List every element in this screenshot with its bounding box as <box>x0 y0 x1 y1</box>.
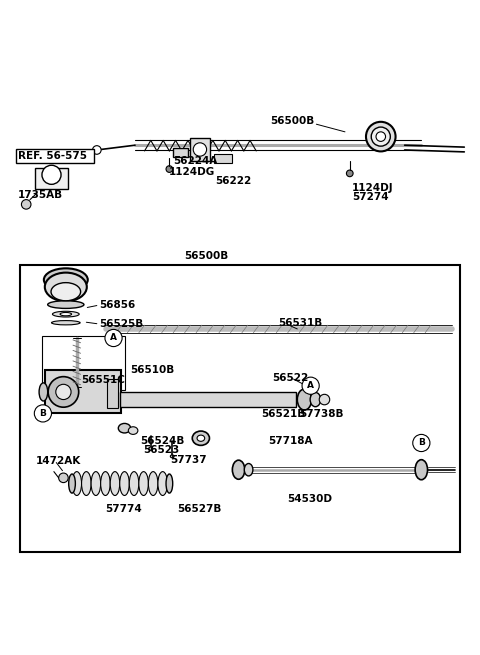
Ellipse shape <box>149 447 153 451</box>
Ellipse shape <box>120 472 129 495</box>
Ellipse shape <box>170 455 174 458</box>
Ellipse shape <box>297 389 312 410</box>
Ellipse shape <box>48 301 84 309</box>
Text: 56522: 56522 <box>273 373 309 383</box>
Circle shape <box>319 394 330 405</box>
Ellipse shape <box>232 460 245 479</box>
Text: REF. 56-575: REF. 56-575 <box>18 151 87 161</box>
Bar <box>16 149 95 163</box>
Ellipse shape <box>166 474 173 493</box>
Text: A: A <box>307 381 314 390</box>
Ellipse shape <box>91 472 101 495</box>
Bar <box>21 265 459 552</box>
Text: 57274: 57274 <box>352 192 389 202</box>
Ellipse shape <box>415 460 428 479</box>
Text: 1472AK: 1472AK <box>36 456 81 466</box>
Text: 54530D: 54530D <box>287 495 332 504</box>
Text: 57737: 57737 <box>170 455 207 465</box>
Circle shape <box>34 405 51 422</box>
Ellipse shape <box>52 311 79 317</box>
Bar <box>35 168 68 189</box>
Ellipse shape <box>69 474 75 493</box>
Text: 57738B: 57738B <box>300 409 344 419</box>
Text: 56224A: 56224A <box>173 157 217 166</box>
Text: 56524B: 56524B <box>140 436 184 445</box>
Bar <box>120 392 296 407</box>
Bar <box>45 371 120 413</box>
Ellipse shape <box>39 383 48 401</box>
Text: A: A <box>110 333 117 343</box>
Circle shape <box>166 166 173 172</box>
Ellipse shape <box>366 122 396 151</box>
Ellipse shape <box>197 435 204 441</box>
Text: 57718A: 57718A <box>269 436 313 445</box>
Ellipse shape <box>129 472 139 495</box>
Ellipse shape <box>376 132 385 141</box>
Circle shape <box>42 165 61 184</box>
Bar <box>42 335 125 390</box>
Ellipse shape <box>244 464 253 476</box>
Ellipse shape <box>371 127 390 146</box>
Text: 56523: 56523 <box>144 445 180 455</box>
Bar <box>190 138 210 161</box>
Text: 56521B: 56521B <box>262 409 306 419</box>
Circle shape <box>193 143 206 156</box>
Ellipse shape <box>82 472 91 495</box>
Circle shape <box>48 377 79 407</box>
Circle shape <box>347 170 353 177</box>
Text: B: B <box>39 409 47 418</box>
Ellipse shape <box>101 472 110 495</box>
Text: 1735AB: 1735AB <box>18 190 63 200</box>
Bar <box>214 155 232 163</box>
Ellipse shape <box>72 472 82 495</box>
Ellipse shape <box>51 283 81 301</box>
Text: 56531B: 56531B <box>278 318 323 328</box>
Ellipse shape <box>139 472 148 495</box>
Ellipse shape <box>45 272 87 301</box>
Circle shape <box>105 329 122 346</box>
Ellipse shape <box>60 312 72 316</box>
Ellipse shape <box>118 423 131 433</box>
Bar <box>173 148 188 157</box>
Ellipse shape <box>310 392 321 407</box>
Text: 56222: 56222 <box>215 176 252 185</box>
Circle shape <box>56 384 71 400</box>
Bar <box>108 379 118 407</box>
Text: 56510B: 56510B <box>130 365 175 375</box>
Circle shape <box>59 473 68 483</box>
Circle shape <box>93 145 101 155</box>
Text: B: B <box>418 438 425 447</box>
Ellipse shape <box>44 269 88 291</box>
Text: 56525B: 56525B <box>99 319 144 329</box>
Circle shape <box>302 377 319 394</box>
Ellipse shape <box>110 472 120 495</box>
Circle shape <box>22 200 31 209</box>
Ellipse shape <box>51 320 80 325</box>
Ellipse shape <box>128 427 138 434</box>
Text: 1124DG: 1124DG <box>168 168 215 178</box>
Text: 56527B: 56527B <box>177 504 222 514</box>
Text: 56856: 56856 <box>99 299 135 310</box>
Circle shape <box>413 434 430 451</box>
Text: 56500B: 56500B <box>184 251 228 261</box>
Text: 56500B: 56500B <box>270 117 314 126</box>
Text: 57774: 57774 <box>105 504 142 514</box>
Text: 56551C: 56551C <box>82 375 125 385</box>
Ellipse shape <box>192 431 209 445</box>
Text: 1124DJ: 1124DJ <box>352 183 394 193</box>
Ellipse shape <box>158 472 168 495</box>
Ellipse shape <box>148 472 158 495</box>
